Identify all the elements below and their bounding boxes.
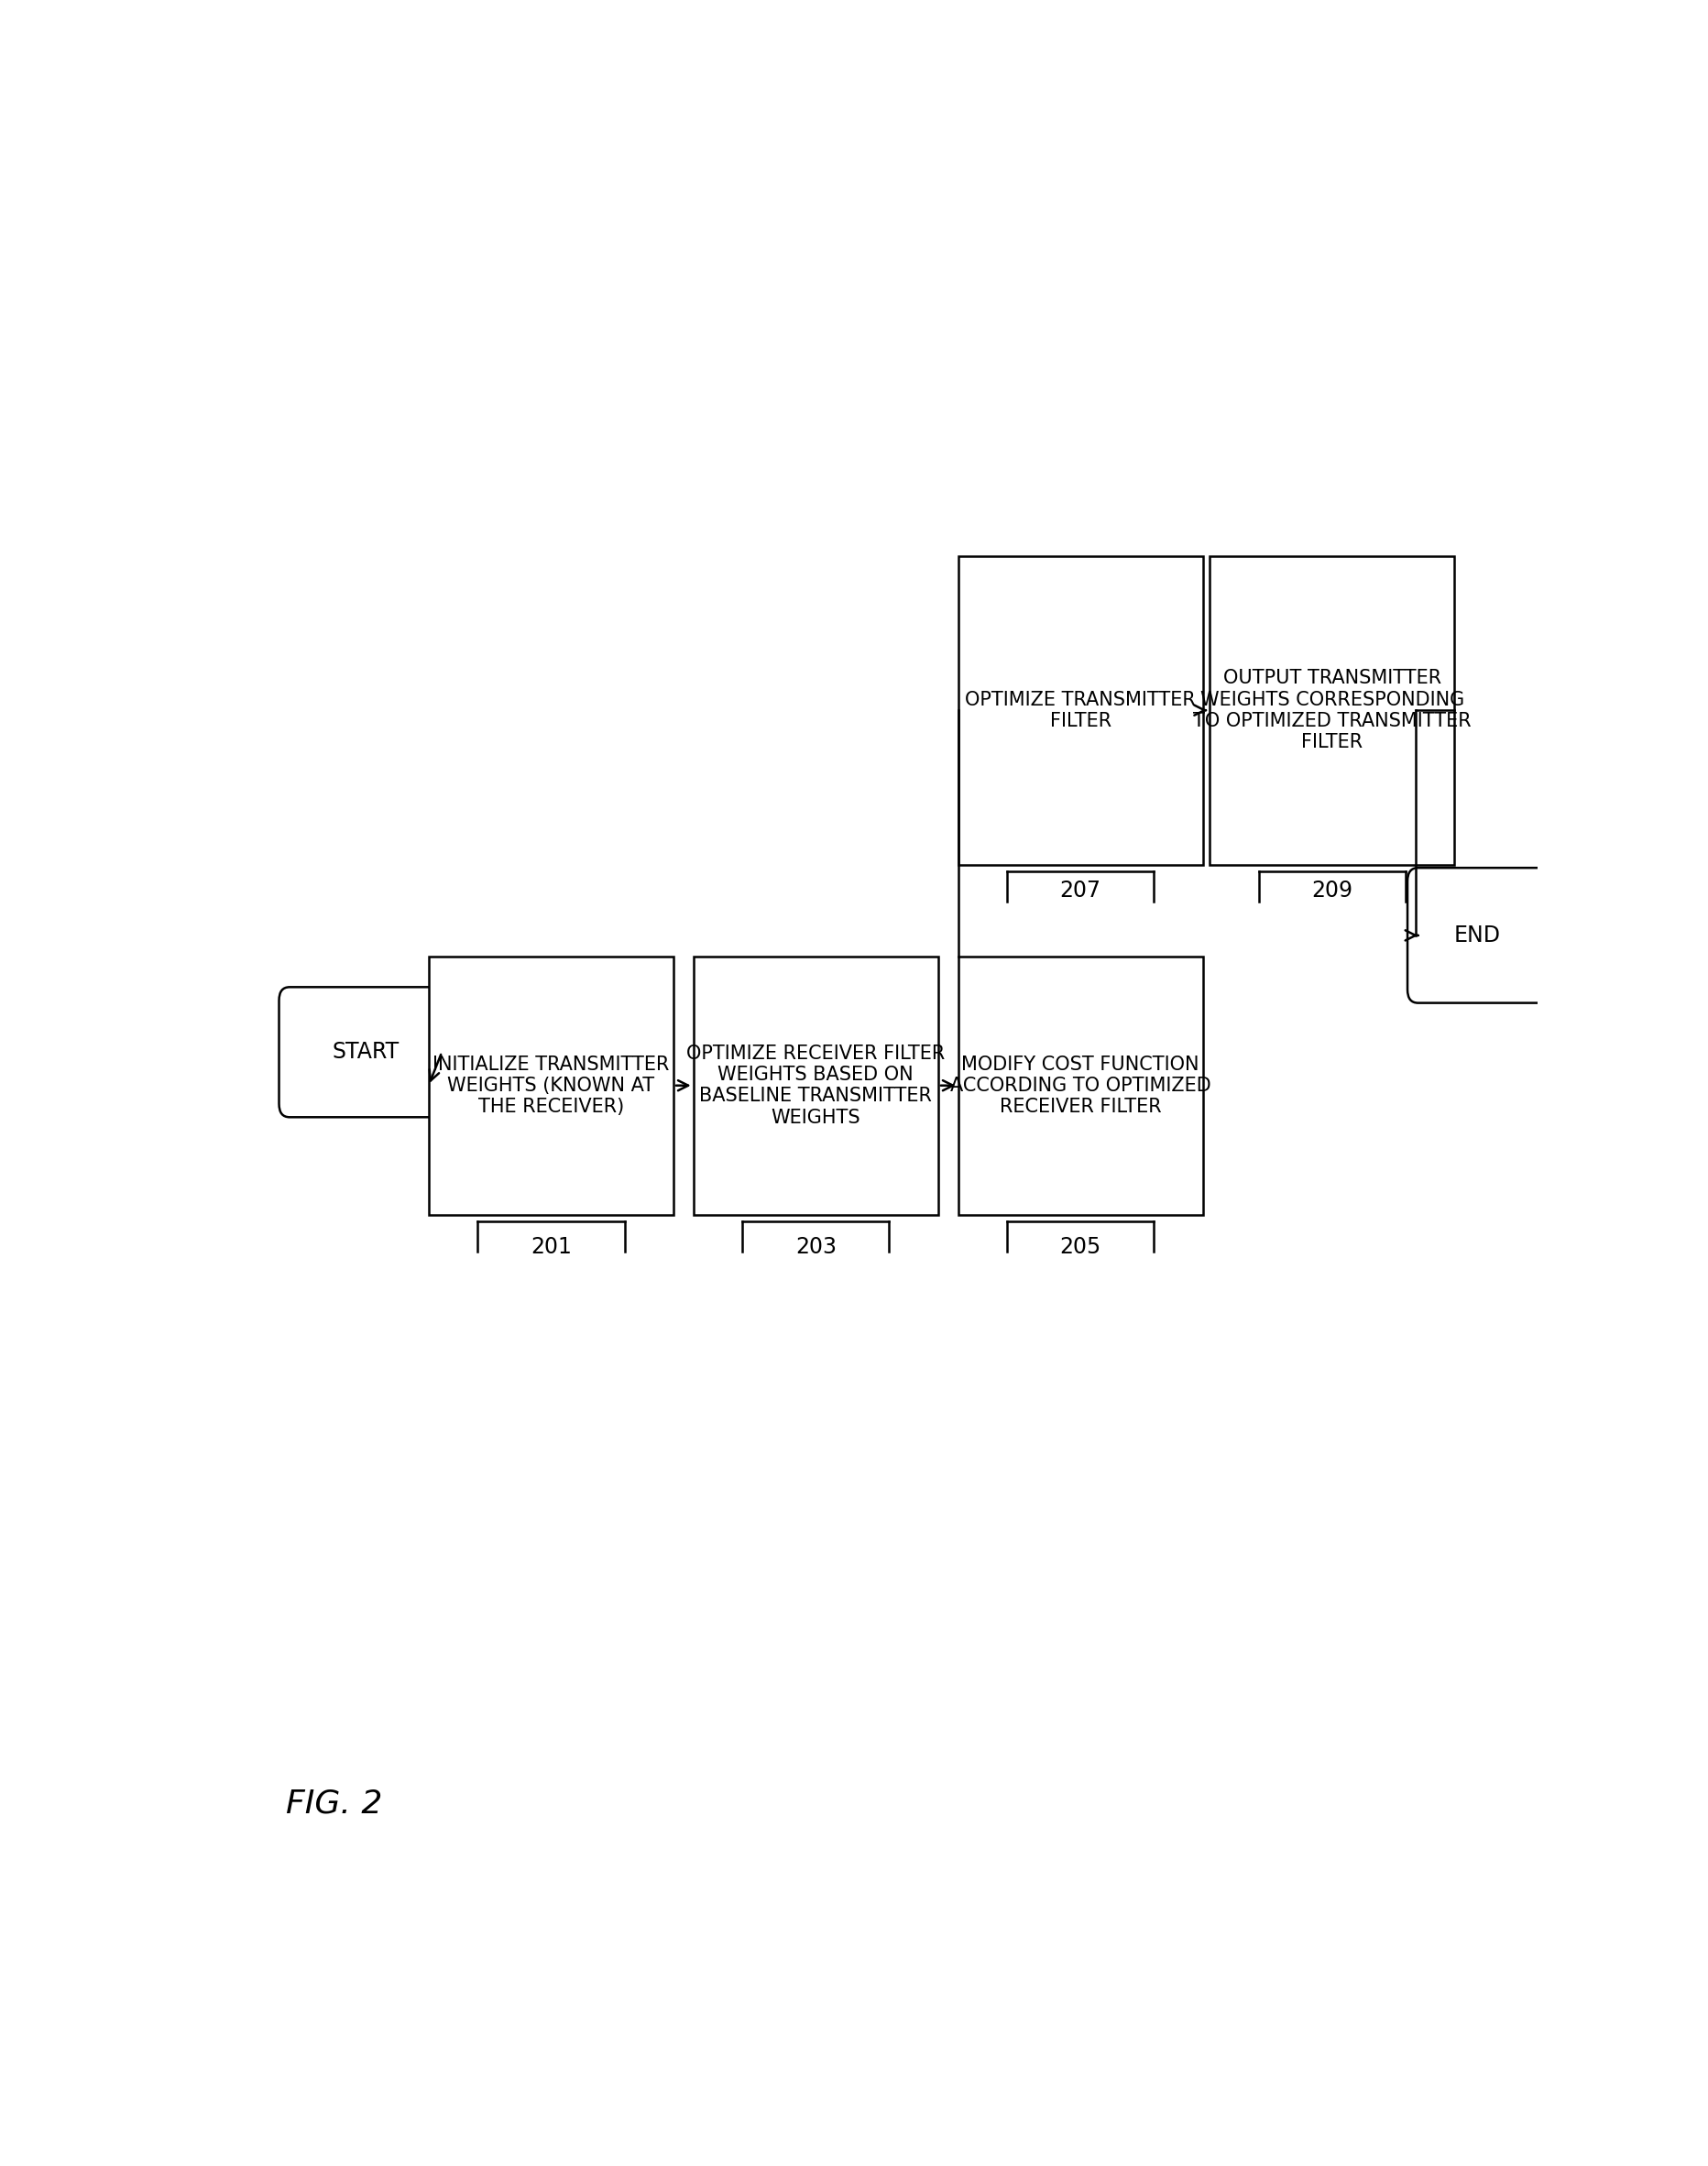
Text: 203: 203 (796, 1237, 837, 1258)
Bar (1209, 557, 1455, 864)
Bar (429, 955, 673, 1215)
Text: OUTPUT TRANSMITTER
WEIGHTS CORRESPONDING
TO OPTIMIZED TRANSMITTER
FILTER: OUTPUT TRANSMITTER WEIGHTS CORRESPONDING… (1192, 669, 1471, 752)
Text: 207: 207 (1061, 879, 1102, 901)
Text: FIG. 2: FIG. 2 (287, 1789, 383, 1819)
Text: 201: 201 (531, 1237, 572, 1258)
Text: 205: 205 (1059, 1237, 1102, 1258)
FancyBboxPatch shape (278, 988, 453, 1118)
Text: OPTIMIZE RECEIVER FILTER
WEIGHTS BASED ON
BASELINE TRANSMITTER
WEIGHTS: OPTIMIZE RECEIVER FILTER WEIGHTS BASED O… (687, 1044, 945, 1126)
Bar (958, 557, 1202, 864)
FancyBboxPatch shape (1407, 869, 1547, 1003)
Text: START: START (331, 1042, 400, 1064)
Text: OPTIMIZE TRANSMITTER
FILTER: OPTIMIZE TRANSMITTER FILTER (965, 691, 1196, 730)
Bar (693, 955, 938, 1215)
Text: INITIALIZE TRANSMITTER
WEIGHTS (KNOWN AT
THE RECEIVER): INITIALIZE TRANSMITTER WEIGHTS (KNOWN AT… (432, 1055, 670, 1115)
Text: END: END (1454, 925, 1501, 947)
Text: 209: 209 (1312, 879, 1353, 901)
Bar (958, 955, 1202, 1215)
Text: MODIFY COST FUNCTION
ACCORDING TO OPTIMIZED
RECEIVER FILTER: MODIFY COST FUNCTION ACCORDING TO OPTIMI… (950, 1055, 1211, 1115)
